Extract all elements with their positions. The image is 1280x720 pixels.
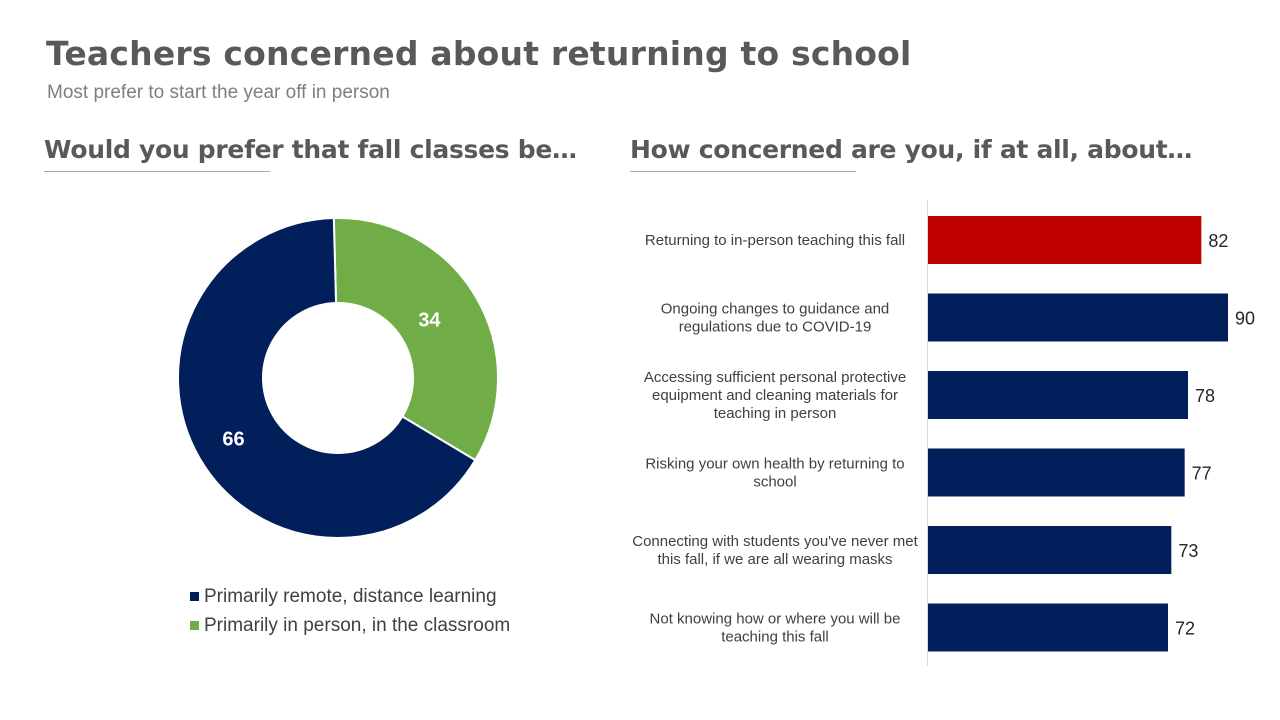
bar-3	[928, 371, 1188, 419]
bar-value-label-4: 77	[1192, 464, 1212, 484]
donut-data-label-remote: 66	[222, 428, 244, 450]
bar-2	[928, 293, 1228, 342]
bar-category-label-3: Accessing sufficient personal protective…	[644, 369, 906, 422]
donut-data-label-in-person: 34	[418, 310, 441, 332]
bar-category-label-2: Ongoing changes to guidance and regulatio…	[661, 301, 890, 336]
bar-value-label-2: 90	[1235, 309, 1255, 329]
bar-chart-title: How concerned are you, if at all, about…	[630, 135, 1193, 164]
bar-6	[928, 603, 1168, 652]
page-subtitle: Most prefer to start the year off in per…	[47, 82, 390, 103]
legend-swatch-remote	[190, 592, 199, 601]
donut-title-underline	[44, 171, 270, 172]
donut-slice-in-person	[332, 217, 499, 462]
bar-value-label-1: 82	[1208, 231, 1228, 251]
bar-category-label-5: Connecting with students you've never me…	[632, 533, 918, 568]
bar-5	[928, 526, 1172, 574]
bar-category-label-6: Not knowing how or where you will be teac…	[650, 611, 901, 646]
bar-value-label-3: 78	[1195, 386, 1215, 406]
bar-category-label-1: Returning to in-person teaching this fal…	[645, 232, 905, 249]
donut-slice-remote	[177, 217, 477, 539]
page-title: Teachers concerned about returning to sc…	[46, 34, 912, 73]
donut-chart-title: Would you prefer that fall classes be…	[44, 135, 577, 164]
bar-value-label-6: 72	[1175, 619, 1195, 639]
bar-title-underline	[630, 171, 856, 172]
legend-label-in-person: Primarily in person, in the classroom	[204, 614, 511, 636]
legend-item-in-person: Primarily in person, in the classroom	[190, 611, 510, 640]
bar-4	[928, 448, 1185, 497]
legend-swatch-in-person	[190, 621, 199, 630]
bar-1	[928, 216, 1202, 264]
donut-chart: 34 66	[177, 217, 499, 539]
donut-legend: Primarily remote, distance learning Prim…	[190, 582, 510, 640]
legend-item-remote: Primarily remote, distance learning	[190, 582, 510, 611]
legend-label-remote: Primarily remote, distance learning	[204, 585, 497, 607]
bar-value-label-5: 73	[1178, 541, 1198, 561]
bar-category-label-4: Risking your own health by returning to s…	[645, 456, 904, 491]
